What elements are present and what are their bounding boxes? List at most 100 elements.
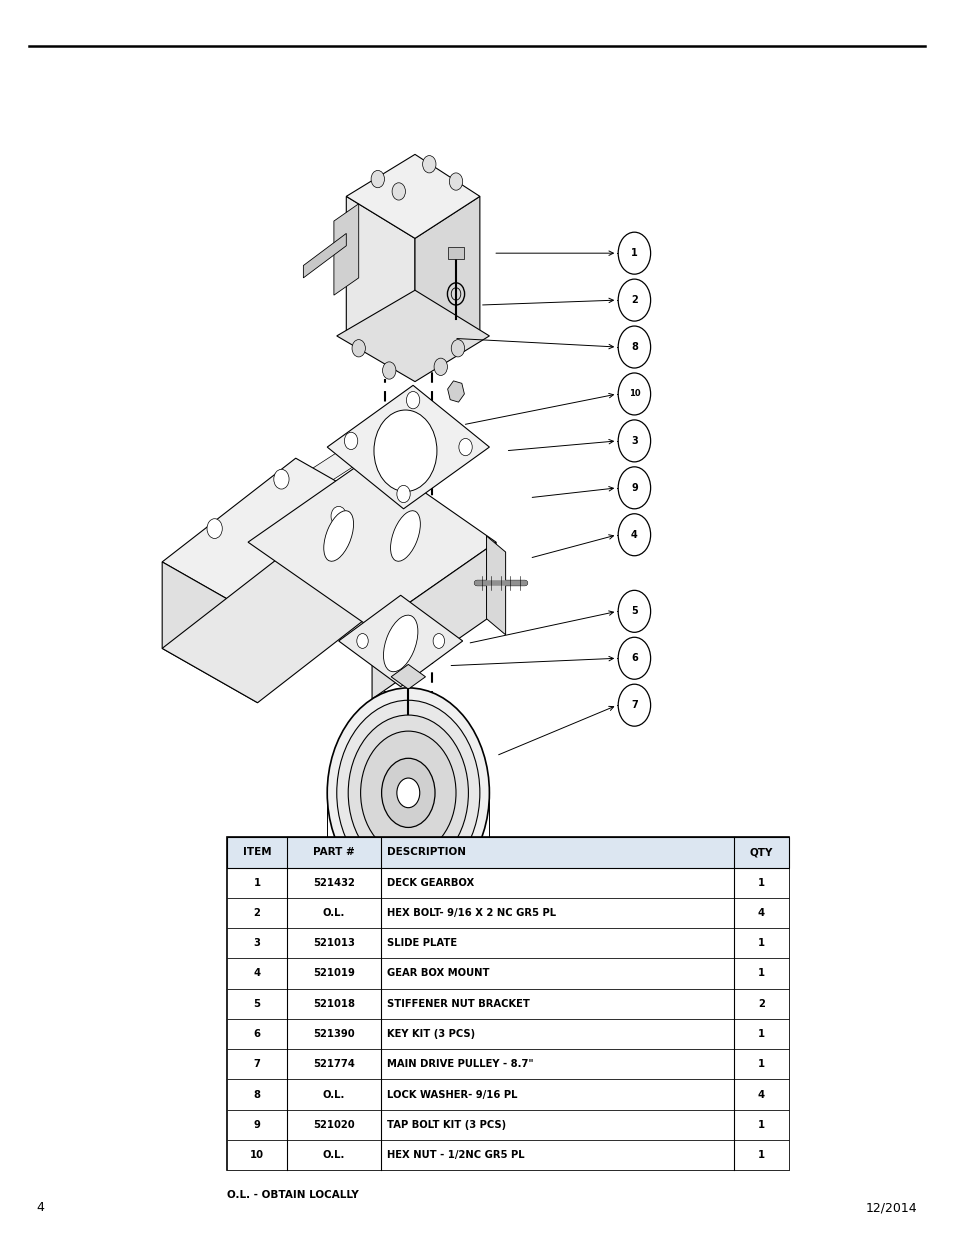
Circle shape [327, 688, 489, 898]
Text: O.L.: O.L. [322, 1089, 345, 1099]
Text: 1: 1 [253, 878, 260, 888]
Text: 4: 4 [630, 530, 638, 540]
Text: 8: 8 [630, 342, 638, 352]
Text: 10: 10 [628, 389, 639, 399]
Text: 2: 2 [253, 908, 260, 918]
Text: 8: 8 [253, 1089, 260, 1099]
Bar [227, 929, 788, 958]
Text: O.L.: O.L. [322, 908, 345, 918]
Text: GEAR BOX MOUNT: GEAR BOX MOUNT [387, 968, 489, 978]
Polygon shape [172, 424, 381, 584]
Text: 5: 5 [630, 606, 638, 616]
Bar [227, 898, 788, 929]
Circle shape [618, 467, 650, 509]
Ellipse shape [323, 511, 354, 561]
Text: SLIDE PLATE: SLIDE PLATE [387, 939, 457, 948]
Circle shape [434, 358, 447, 375]
Text: 6: 6 [253, 1029, 260, 1039]
Text: 1: 1 [757, 1029, 764, 1039]
Circle shape [422, 156, 436, 173]
Text: 3: 3 [630, 436, 638, 446]
Circle shape [406, 391, 419, 409]
Circle shape [331, 506, 346, 526]
Circle shape [618, 637, 650, 679]
Text: HEX NUT - 1/2NC GR5 PL: HEX NUT - 1/2NC GR5 PL [387, 1150, 524, 1160]
Polygon shape [372, 542, 496, 699]
Text: STIFFENER NUT BRACKET: STIFFENER NUT BRACKET [387, 999, 530, 1009]
Bar [227, 988, 788, 1019]
Text: 521390: 521390 [313, 1029, 355, 1039]
Circle shape [449, 173, 462, 190]
Polygon shape [448, 247, 463, 259]
Circle shape [371, 170, 384, 188]
Text: 4: 4 [253, 968, 260, 978]
Polygon shape [162, 562, 257, 703]
Text: 7: 7 [253, 1060, 260, 1070]
Text: 5: 5 [253, 999, 260, 1009]
Bar [227, 1019, 788, 1050]
Text: 1: 1 [757, 968, 764, 978]
Circle shape [458, 438, 472, 456]
Bar [227, 837, 788, 1171]
Circle shape [618, 232, 650, 274]
Text: 521020: 521020 [313, 1120, 355, 1130]
Text: 6: 6 [630, 653, 638, 663]
Polygon shape [346, 196, 415, 336]
Circle shape [618, 279, 650, 321]
Polygon shape [391, 664, 425, 689]
Text: 9: 9 [630, 483, 638, 493]
Ellipse shape [390, 511, 420, 561]
Text: PART #: PART # [313, 847, 355, 857]
Bar [227, 1079, 788, 1109]
Circle shape [352, 340, 365, 357]
Text: 521019: 521019 [313, 968, 355, 978]
Polygon shape [415, 196, 479, 336]
Circle shape [396, 778, 419, 808]
Circle shape [381, 758, 435, 827]
Polygon shape [334, 204, 358, 295]
Text: 1: 1 [757, 1150, 764, 1160]
Text: LOCK WASHER- 9/16 PL: LOCK WASHER- 9/16 PL [387, 1089, 517, 1099]
Bar [227, 1140, 788, 1171]
Text: 1: 1 [757, 939, 764, 948]
Text: 4: 4 [757, 1089, 764, 1099]
Circle shape [274, 469, 289, 489]
Polygon shape [486, 536, 505, 635]
Circle shape [396, 485, 410, 503]
Text: 1: 1 [630, 248, 638, 258]
Circle shape [618, 684, 650, 726]
Text: HEX BOLT- 9/16 X 2 NC GR5 PL: HEX BOLT- 9/16 X 2 NC GR5 PL [387, 908, 556, 918]
Polygon shape [162, 545, 391, 703]
Circle shape [618, 514, 650, 556]
Polygon shape [303, 233, 346, 278]
Circle shape [348, 715, 468, 871]
Text: 9: 9 [253, 1120, 260, 1130]
Text: ITEM: ITEM [242, 847, 272, 857]
Text: DECK GEARBOX: DECK GEARBOX [387, 878, 474, 888]
Text: 1: 1 [757, 1060, 764, 1070]
Text: 7: 7 [630, 700, 638, 710]
Text: DESCRIPTION: DESCRIPTION [387, 847, 466, 857]
Circle shape [374, 410, 436, 492]
Circle shape [207, 519, 222, 538]
Circle shape [451, 340, 464, 357]
Text: MAIN DRIVE PULLEY - 8.7": MAIN DRIVE PULLEY - 8.7" [387, 1060, 534, 1070]
Text: O.L.: O.L. [322, 1150, 345, 1160]
Text: 12/2014: 12/2014 [865, 1202, 917, 1214]
Polygon shape [336, 290, 489, 382]
Bar [227, 867, 788, 898]
Text: O.L. - OBTAIN LOCALLY: O.L. - OBTAIN LOCALLY [227, 1191, 358, 1200]
Text: KEY KIT (3 PCS): KEY KIT (3 PCS) [387, 1029, 475, 1039]
Text: 3: 3 [253, 939, 260, 948]
Polygon shape [338, 595, 462, 687]
Text: 4: 4 [757, 908, 764, 918]
Polygon shape [346, 154, 479, 238]
Text: 1: 1 [757, 878, 764, 888]
Circle shape [360, 731, 456, 855]
Text: 2: 2 [757, 999, 764, 1009]
Bar [227, 1109, 788, 1140]
Text: 10: 10 [250, 1150, 264, 1160]
Text: 4: 4 [36, 1202, 44, 1214]
Circle shape [344, 432, 357, 450]
Circle shape [336, 700, 479, 885]
